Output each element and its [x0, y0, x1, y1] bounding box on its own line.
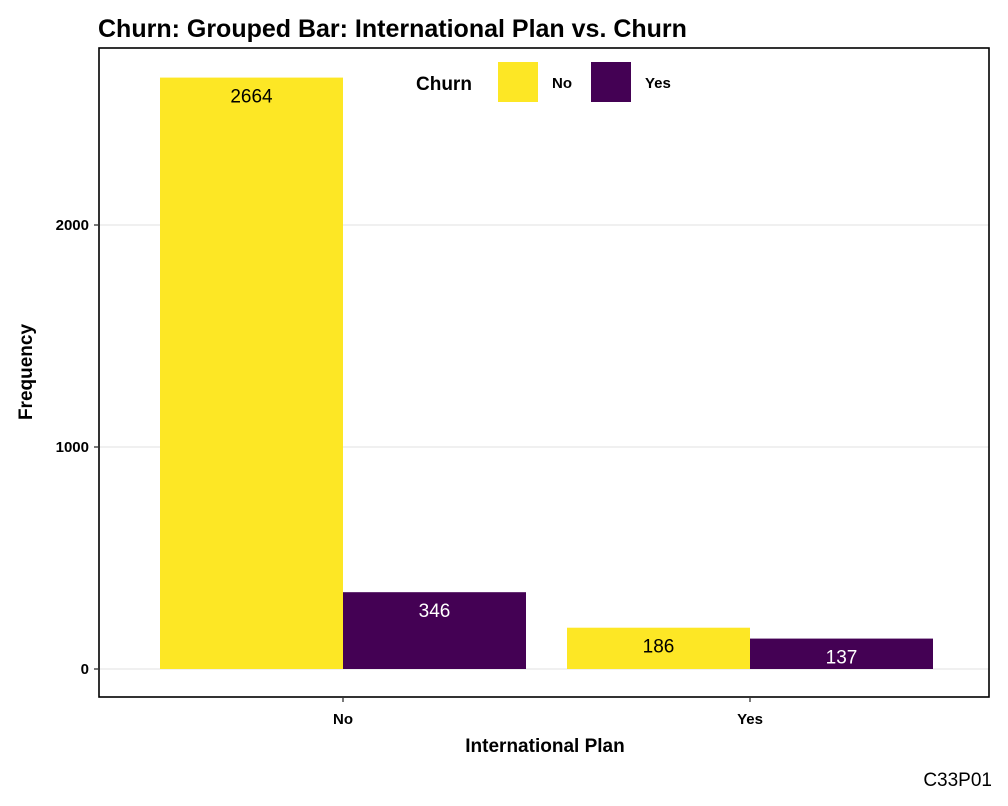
bar-value-label: 137 — [826, 648, 858, 669]
y-tick-label: 0 — [81, 661, 89, 678]
legend-label: Yes — [645, 75, 671, 92]
bar-no-yes — [343, 592, 526, 669]
bar-value-label: 186 — [643, 637, 675, 658]
bar-no-no — [160, 77, 343, 670]
x-axis: No Yes — [333, 697, 763, 728]
legend: Churn No Yes — [416, 62, 671, 102]
legend-key-yes — [591, 62, 631, 102]
y-tick-label: 2000 — [56, 217, 89, 234]
bar-value-label: 2664 — [230, 87, 273, 108]
bars — [160, 77, 933, 670]
legend-key-no — [498, 62, 538, 102]
x-tick-label: No — [333, 711, 353, 728]
y-axis-title: Frequency — [16, 324, 37, 421]
bar-yes-no — [567, 627, 750, 669]
legend-label: No — [552, 75, 572, 92]
bar-value-label: 346 — [419, 601, 451, 622]
x-tick-label: Yes — [737, 711, 763, 728]
y-tick-label: 1000 — [56, 439, 89, 456]
chart-title: Churn: Grouped Bar: International Plan v… — [98, 15, 687, 43]
bar-labels: 2664 346 186 137 — [230, 87, 857, 669]
x-axis-title: International Plan — [465, 736, 624, 757]
plot-panel-border — [98, 47, 990, 698]
bar-yes-yes — [750, 638, 933, 669]
y-axis: 0 1000 2000 — [56, 217, 99, 678]
caption: C33P01 — [923, 770, 992, 791]
legend-title: Churn — [416, 74, 472, 95]
